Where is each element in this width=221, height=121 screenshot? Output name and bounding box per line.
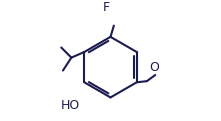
Text: HO: HO	[61, 99, 80, 112]
Text: O: O	[149, 61, 159, 74]
Text: F: F	[103, 1, 110, 14]
